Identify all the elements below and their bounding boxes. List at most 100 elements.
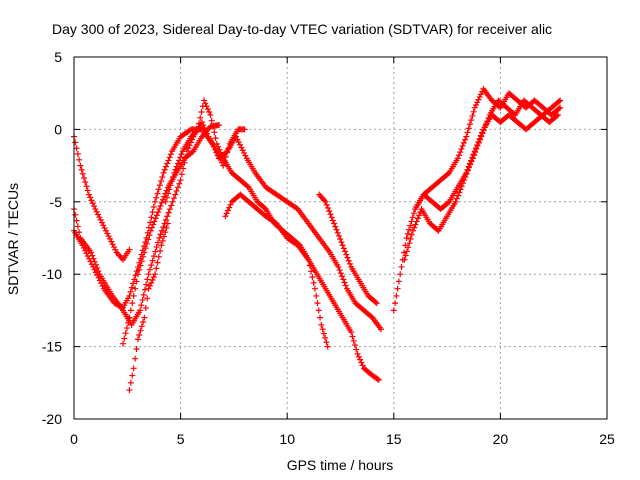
data-point	[293, 205, 300, 212]
data-point	[408, 218, 415, 225]
data-point	[358, 359, 365, 366]
data-point	[172, 191, 179, 198]
y-tick-label: -10	[42, 266, 62, 282]
data-point	[152, 215, 159, 222]
data-point	[171, 169, 178, 176]
data-point	[305, 256, 312, 263]
data-point	[390, 307, 397, 314]
data-point	[157, 248, 164, 255]
data-point	[403, 235, 410, 241]
data-point	[402, 252, 409, 259]
data-point	[212, 135, 219, 142]
data-point	[198, 109, 205, 116]
data-point	[167, 151, 174, 158]
data-point	[311, 285, 318, 292]
data-point	[452, 198, 459, 205]
data-point	[155, 253, 162, 260]
data-point	[319, 326, 326, 333]
y-tick-label: -20	[42, 411, 62, 427]
data-point	[261, 205, 268, 212]
data-point	[81, 175, 88, 182]
data-point	[416, 212, 423, 219]
data-point	[326, 208, 333, 215]
data-point	[168, 202, 175, 209]
data-point	[128, 284, 135, 291]
data-point	[186, 127, 193, 134]
data-point	[353, 346, 360, 353]
data-point	[314, 300, 321, 307]
data-point	[137, 327, 144, 334]
data-point	[158, 227, 165, 234]
data-point	[145, 271, 152, 278]
data-point	[465, 163, 472, 170]
data-point	[342, 248, 349, 255]
data-point	[158, 178, 165, 185]
data-point	[173, 163, 180, 170]
data-point	[156, 182, 163, 189]
data-point	[77, 162, 84, 169]
data-point	[272, 219, 279, 226]
data-point	[87, 258, 94, 265]
data-point	[126, 387, 133, 394]
data-point	[156, 206, 163, 213]
data-point	[555, 105, 562, 112]
data-point	[73, 217, 80, 224]
data-point	[146, 232, 153, 239]
data-point	[457, 149, 464, 156]
data-point	[80, 244, 87, 251]
data-point	[160, 169, 167, 176]
data-point	[343, 251, 350, 258]
data-point	[174, 184, 181, 191]
x-tick-label: 15	[386, 431, 402, 447]
data-point	[123, 325, 130, 332]
data-point	[169, 198, 176, 205]
data-point	[120, 340, 127, 347]
data-point	[153, 212, 160, 219]
data-point	[189, 149, 196, 156]
data-point	[137, 307, 144, 314]
data-point	[349, 333, 356, 340]
data-point	[357, 356, 364, 363]
data-point	[403, 248, 410, 255]
data-point	[88, 249, 95, 256]
data-point	[148, 214, 155, 221]
data-point	[95, 274, 102, 281]
data-point	[92, 269, 99, 276]
data-point	[158, 242, 165, 249]
data-point	[409, 214, 416, 221]
data-point	[99, 282, 106, 289]
data-point	[154, 259, 161, 266]
data-point	[378, 326, 385, 333]
data-point	[168, 178, 175, 185]
data-point	[129, 300, 136, 307]
data-point	[333, 226, 340, 233]
data-point	[130, 365, 137, 372]
data-point	[78, 166, 85, 173]
data-point	[476, 135, 483, 142]
data-point	[456, 189, 463, 196]
y-tick-label: 0	[54, 121, 62, 137]
data-point	[322, 198, 329, 205]
data-points	[71, 85, 564, 394]
data-point	[464, 129, 471, 136]
data-point	[142, 304, 149, 311]
data-point	[207, 111, 214, 118]
data-point	[337, 270, 344, 277]
data-point	[172, 166, 179, 173]
data-point	[163, 224, 170, 231]
data-point	[345, 257, 352, 264]
data-point	[173, 187, 180, 194]
data-point	[155, 209, 162, 216]
data-point	[334, 229, 341, 236]
data-point	[215, 122, 222, 129]
data-point	[91, 203, 98, 210]
data-point	[454, 155, 461, 162]
data-point	[309, 274, 316, 281]
data-point	[233, 133, 240, 140]
data-point	[477, 91, 484, 98]
data-point	[354, 350, 361, 357]
data-point	[459, 142, 466, 149]
data-point	[90, 263, 97, 270]
data-point	[102, 227, 109, 234]
data-point	[150, 221, 157, 228]
